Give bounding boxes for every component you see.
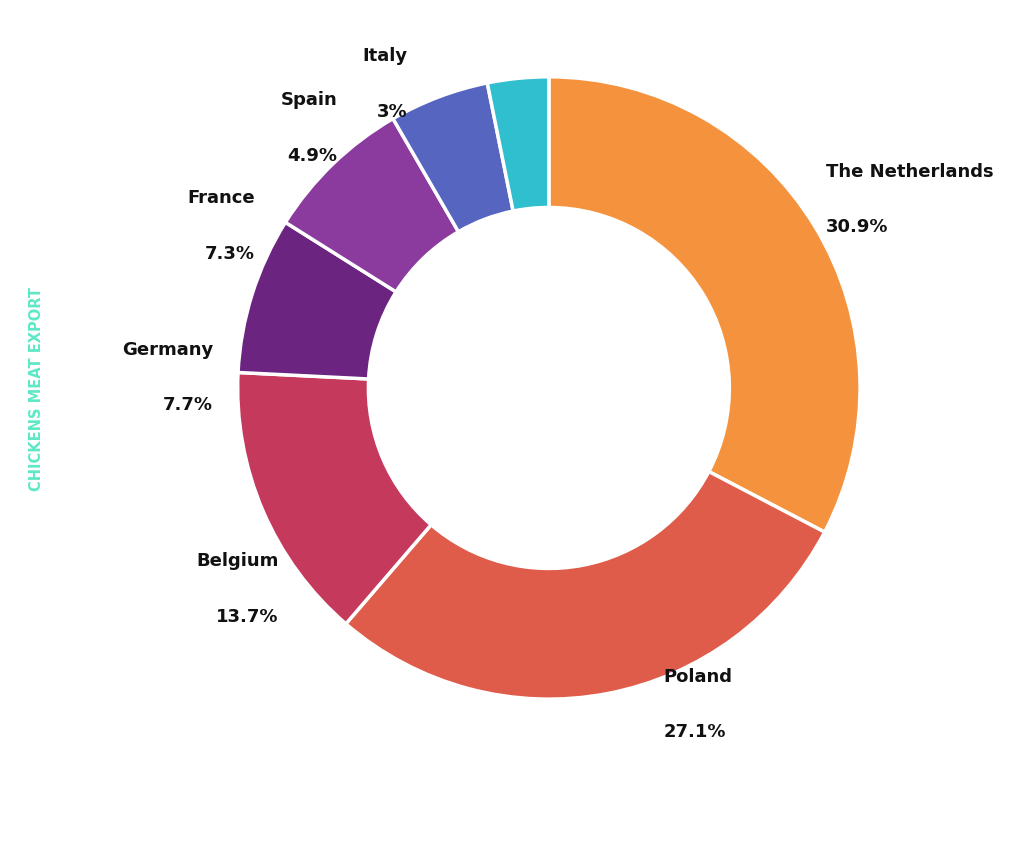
Text: The Netherlands: The Netherlands [826, 163, 994, 181]
Text: CHICKENS MEAT EXPORT: CHICKENS MEAT EXPORT [30, 286, 44, 491]
Wedge shape [238, 373, 431, 624]
Wedge shape [549, 78, 860, 532]
Text: Italy: Italy [362, 47, 408, 66]
Wedge shape [346, 472, 824, 699]
Text: 30.9%: 30.9% [826, 217, 889, 236]
Text: PERCENTAGE PER EU COUNTRY: PERCENTAGE PER EU COUNTRY [400, 805, 726, 824]
Text: Poland: Poland [664, 667, 733, 685]
Text: France: France [187, 189, 255, 207]
Wedge shape [238, 223, 396, 379]
Wedge shape [286, 119, 459, 292]
Text: 7.7%: 7.7% [163, 395, 213, 413]
Text: 4.9%: 4.9% [287, 147, 337, 164]
Text: Spain: Spain [281, 91, 337, 109]
Text: Germany: Germany [122, 340, 213, 358]
Wedge shape [487, 78, 549, 212]
Text: 7.3%: 7.3% [205, 245, 255, 262]
Wedge shape [393, 83, 513, 233]
Text: Belgium: Belgium [197, 552, 279, 570]
Text: 3%: 3% [377, 102, 408, 120]
Text: 13.7%: 13.7% [216, 607, 279, 625]
Text: 27.1%: 27.1% [664, 722, 726, 740]
